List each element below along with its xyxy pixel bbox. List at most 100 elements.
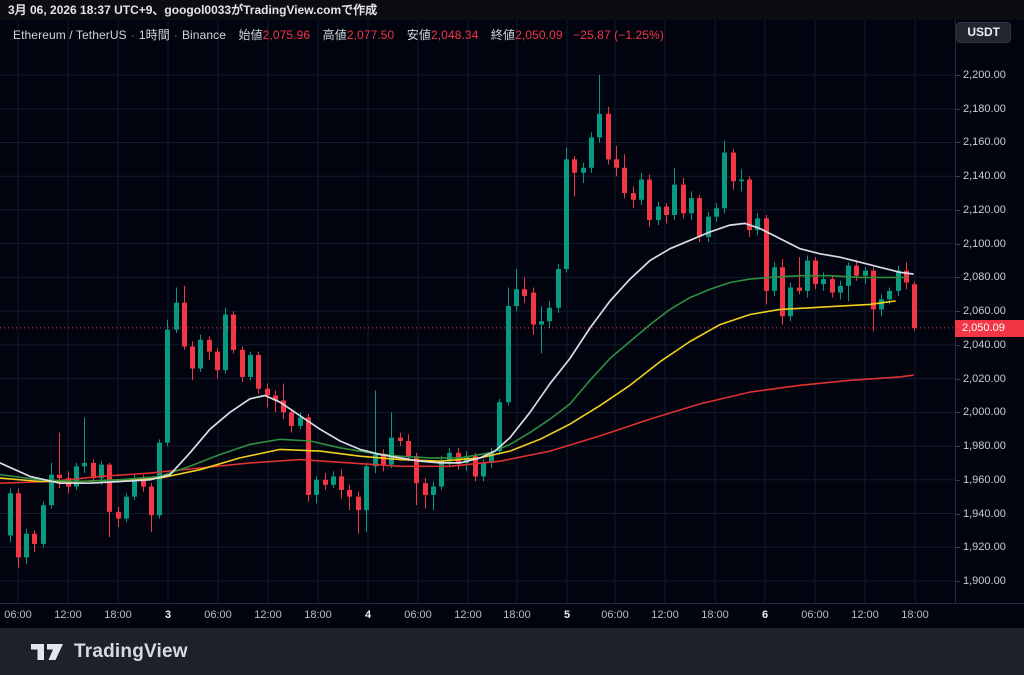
candle [896, 265, 901, 296]
price-tick-mark [956, 209, 960, 211]
time-tick-label: 12:00 [651, 609, 679, 621]
candle [82, 417, 87, 474]
candle [581, 162, 586, 183]
price-tick-mark [956, 311, 960, 313]
candle [739, 169, 744, 192]
price-tick-label: 2,000.00 [963, 406, 1006, 419]
candle [904, 262, 909, 290]
candle [731, 149, 736, 190]
candle [66, 471, 71, 494]
price-tick-label: 2,080.00 [963, 271, 1006, 284]
price-tick-mark [956, 513, 960, 515]
candle [248, 351, 253, 381]
candle [331, 471, 336, 489]
price-tick-label: 2,060.00 [963, 305, 1006, 318]
current-price-text: 2,050.09 [962, 321, 1005, 334]
price-tick-label: 1,900.00 [963, 575, 1006, 587]
candle [912, 281, 917, 331]
candle [306, 414, 311, 502]
candle [74, 462, 79, 490]
price-tick-mark [956, 412, 960, 414]
open-value: 2,075.96 [262, 28, 311, 42]
candle [373, 390, 378, 474]
time-tick-label: 12:00 [851, 609, 879, 621]
attribution-text: 3月 06, 2026 18:37 UTC+9、googol0033がTradi… [8, 3, 378, 17]
candle [91, 459, 96, 484]
legend-exchange: Binance [181, 28, 227, 42]
symbol-legend: Ethereum / TetherUS · 1時間 · Binance 始値2,075.… [13, 26, 664, 43]
low-value: 2,048.34 [430, 28, 479, 42]
candle [572, 155, 577, 197]
price-axis[interactable]: 2,200.00 2,180.00 2,160.00 2,140.00 2,120.00… [955, 20, 1024, 603]
candle [805, 255, 810, 298]
price-tick-mark [956, 378, 960, 380]
current-price-label: 2,050.09 [955, 319, 1024, 337]
price-tick-mark [956, 479, 960, 481]
candle [539, 306, 544, 354]
candle [364, 462, 369, 533]
candle [223, 307, 228, 374]
candle [697, 194, 702, 242]
price-tick-label: 2,200.00 [963, 69, 1006, 81]
time-tick-label: 18:00 [901, 609, 929, 621]
attribution-bar: 3月 06, 2026 18:37 UTC+9、googol0033がTradi… [0, 0, 1024, 20]
candle [714, 203, 719, 222]
candle [664, 203, 669, 224]
legend-separator: · [130, 28, 135, 42]
price-tick-label: 1,960.00 [963, 473, 1006, 486]
candle [830, 275, 835, 298]
candle [347, 484, 352, 511]
candle [16, 488, 21, 568]
time-axis[interactable]: 06:00 12:00 18:00 3 06:00 12:00 18:00 4 06:00 12:… [0, 603, 1024, 628]
candle [8, 488, 13, 543]
candle [838, 280, 843, 300]
price-tick-mark [956, 446, 960, 448]
candle [215, 348, 220, 379]
footer-brand[interactable]: TradingView [74, 640, 188, 662]
candle [747, 176, 752, 237]
high-value: 2,077.50 [346, 28, 395, 42]
price-tick-label: 2,140.00 [963, 170, 1006, 183]
price-tick-label: 2,020.00 [963, 372, 1006, 385]
candle [656, 201, 661, 226]
candle [57, 432, 62, 489]
candles [8, 75, 917, 568]
time-tick-label: 06:00 [404, 609, 432, 621]
candle [788, 282, 793, 322]
time-tick-label: 18:00 [304, 609, 332, 621]
time-tick-label: 18:00 [701, 609, 729, 621]
candle [564, 147, 569, 273]
chart-canvas[interactable] [0, 20, 955, 603]
tradingview-logo-icon[interactable] [30, 642, 64, 662]
candle [289, 408, 294, 433]
candle [281, 383, 286, 420]
candle [681, 177, 686, 219]
time-tick-label: 18:00 [104, 609, 132, 621]
candle [639, 172, 644, 205]
candle [381, 449, 386, 472]
candle [423, 478, 428, 509]
candle [231, 311, 236, 354]
candle [165, 319, 170, 447]
high-label: 高値 [322, 28, 347, 42]
chart-area[interactable]: Ethereum / TetherUS · 1時間 · Binance 始値2,075.… [0, 20, 955, 603]
candle [755, 213, 760, 236]
candle [497, 398, 502, 455]
price-tick-mark [956, 581, 960, 582]
candle [647, 174, 652, 227]
grid-lines [0, 20, 955, 603]
candle [273, 390, 278, 413]
candle [256, 351, 261, 394]
time-tick-label: 06:00 [601, 609, 629, 621]
time-tick-day-label: 4 [364, 609, 372, 621]
candle [522, 277, 527, 303]
ma-mid-yellow [0, 300, 896, 483]
candle [622, 154, 627, 199]
time-tick-label: 06:00 [204, 609, 232, 621]
legend-interval: 1時間 [138, 28, 170, 42]
currency-toggle-button[interactable]: USDT [956, 22, 1011, 43]
candle [49, 462, 54, 509]
candle [431, 481, 436, 511]
candle [780, 258, 785, 325]
